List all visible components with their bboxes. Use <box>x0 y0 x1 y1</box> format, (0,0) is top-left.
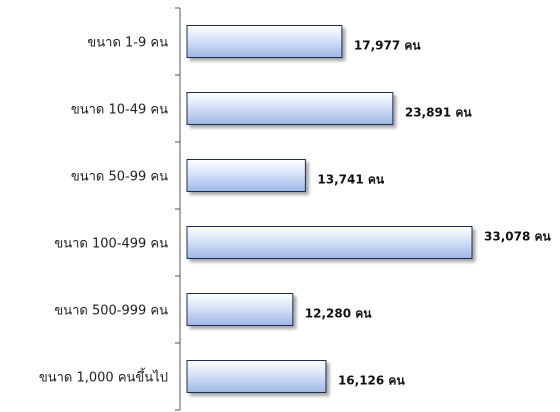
data-label: 33,078 คน <box>484 230 552 244</box>
category-label: ขนาด 1,000 คนขึ้นไป <box>39 368 168 386</box>
bar <box>186 226 473 259</box>
data-label: 16,126 คน <box>338 374 406 388</box>
category-label: ขนาด 10-49 คน <box>71 103 168 118</box>
bar <box>186 92 394 125</box>
category-label: ขนาด 100-499 คน <box>54 237 168 252</box>
bar <box>186 25 343 58</box>
bar <box>186 360 327 393</box>
data-label: 13,741 คน <box>317 173 385 187</box>
category-label: ขนาด 1-9 คน <box>87 36 168 51</box>
bar <box>186 293 294 326</box>
data-label: 12,280 คน <box>305 307 373 321</box>
data-label: 17,977 คน <box>354 39 422 53</box>
bar <box>186 159 306 192</box>
data-label: 23,891 คน <box>405 106 473 120</box>
category-label: ขนาด 50-99 คน <box>71 170 168 185</box>
category-label: ขนาด 500-999 คน <box>54 304 168 319</box>
